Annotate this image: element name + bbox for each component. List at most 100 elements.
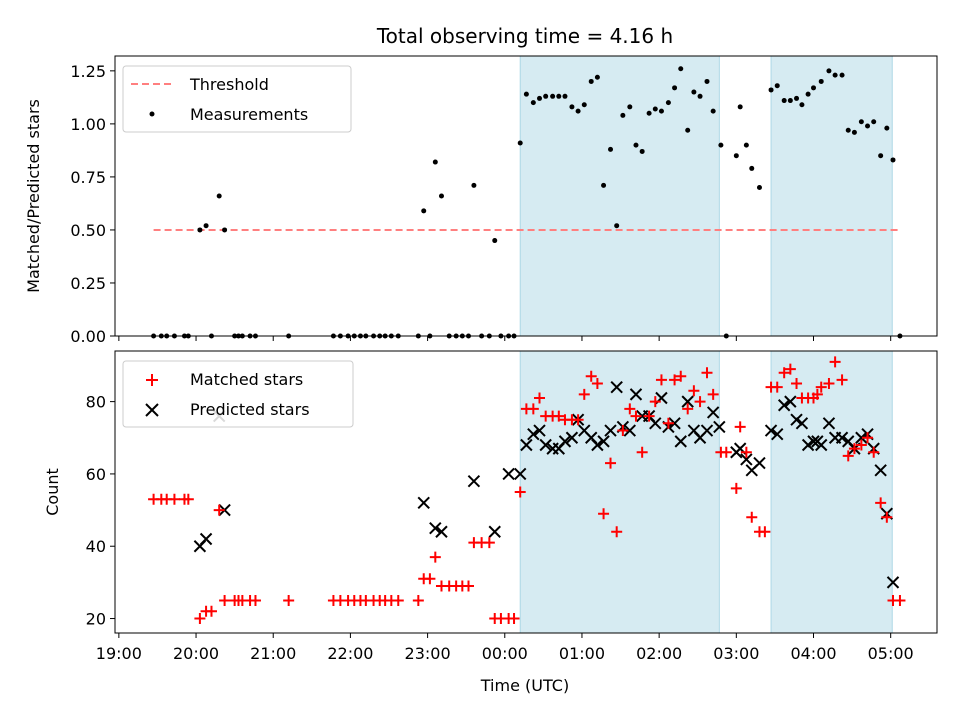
top-plot-panel: 0.00 0.25 0.50 0.75 1.00 1.25 Matched/Predict… [24, 55, 938, 346]
bottom-y-tick-label: 80 [86, 393, 106, 412]
measurement-point [471, 182, 477, 188]
bottom-legend: Matched stars Predicted stars [122, 360, 354, 428]
legend-predicted-label: Predicted stars [190, 400, 310, 419]
top-y-tick-label: 0.50 [70, 221, 106, 240]
measurement-point [594, 74, 600, 80]
measurement-point [543, 93, 549, 99]
predicted-stars-points [193, 380, 900, 589]
matched-star-point [283, 594, 295, 606]
matched-star-point [759, 526, 771, 538]
matched-star-point [249, 594, 261, 606]
matched-star-point [881, 511, 893, 523]
top-axes-frame [114, 55, 938, 337]
measurement-point [222, 227, 228, 233]
predicted-star-point [558, 435, 572, 448]
predicted-star-point [795, 417, 809, 430]
measurement-point [685, 127, 691, 133]
measurement-point [672, 85, 678, 91]
matched-star-point [655, 374, 667, 386]
measurement-point [588, 78, 594, 84]
top-legend-box [122, 65, 352, 133]
measurement-point [575, 108, 581, 114]
predicted-star-point [700, 424, 714, 437]
matched-star-point [514, 486, 526, 498]
matched-star-point [605, 457, 617, 469]
matched-star-point [707, 388, 719, 400]
matched-star-point [412, 594, 424, 606]
bottom-x-tick-label: 01:00 [559, 644, 605, 663]
measurement-point [569, 104, 575, 110]
matched-star-point [784, 363, 796, 375]
matched-star-point [771, 381, 783, 393]
measurement-point [805, 91, 811, 97]
bottom-y-tick-label: 20 [86, 610, 106, 629]
measurement-point [492, 238, 498, 244]
top-y-tick-label: 0.25 [70, 274, 106, 293]
measurement-point [432, 159, 438, 165]
top-x-ticks [118, 336, 892, 341]
matched-star-point [598, 508, 610, 520]
matched-star-point [734, 421, 746, 433]
measurement-point [216, 193, 222, 199]
predicted-star-point [539, 438, 552, 452]
bottom-shaded-interval [519, 351, 720, 633]
measurement-point [781, 98, 787, 104]
legend-matched-label: Matched stars [190, 370, 303, 389]
matched-star-point [875, 497, 887, 509]
predicted-star-point [801, 438, 815, 452]
bottom-y-tick-label: 60 [86, 465, 106, 484]
measurement-point [438, 193, 444, 199]
predicted-star-point [835, 431, 849, 444]
measurement-point [658, 108, 664, 114]
predicted-star-point [533, 424, 546, 437]
measurement-point [620, 112, 626, 118]
bottom-x-tick-label: 21:00 [250, 644, 296, 663]
top-shaded-interval [770, 56, 893, 336]
predicted-star-point [488, 525, 501, 538]
measurement-point [203, 223, 209, 229]
matched-star-point [855, 439, 867, 451]
measurement-point [818, 78, 824, 84]
measurement-point [718, 142, 724, 148]
matched-star-point [572, 414, 584, 426]
measurement-point [556, 93, 562, 99]
measurement-point [421, 208, 427, 214]
measurement-point [697, 93, 703, 99]
measurement-point [832, 72, 838, 78]
predicted-star-point [502, 467, 515, 481]
measurement-point [633, 142, 639, 148]
predicted-star-point [565, 431, 579, 444]
bottom-x-tick-label: 05:00 [868, 644, 914, 663]
bottom-x-tick-label: 23:00 [405, 644, 451, 663]
predicted-star-point [668, 417, 681, 430]
top-shaded-intervals [519, 56, 893, 336]
matched-star-point [842, 450, 854, 462]
bottom-x-tick-label: 00:00 [482, 644, 528, 663]
top-y-tick-label: 1.00 [70, 115, 106, 134]
matched-star-point [462, 580, 474, 592]
matched-star-point [791, 378, 803, 390]
matched-star-point [213, 504, 225, 516]
predicted-star-point [629, 388, 643, 401]
predicted-star-point [417, 496, 430, 510]
matched-star-point [662, 417, 674, 429]
bottom-x-tick-label: 03:00 [713, 644, 759, 663]
bottom-y-ticks: 20 40 60 80 [86, 393, 115, 629]
matched-star-point [534, 392, 546, 404]
matched-star-point [168, 493, 180, 505]
matched-star-point [508, 613, 520, 625]
bottom-x-tick-label: 22:00 [327, 644, 373, 663]
predicted-star-point [674, 435, 687, 448]
matched-star-point [778, 367, 790, 379]
predicted-star-point [713, 420, 726, 434]
top-y-tick-label: 1.25 [70, 62, 106, 81]
matched-star-point [429, 551, 441, 563]
matched-star-point [527, 403, 539, 415]
matched-star-point [483, 537, 495, 549]
measurement-point [601, 182, 607, 188]
bottom-shaded-interval [770, 351, 893, 633]
top-shaded-interval [519, 56, 720, 336]
measurement-point [774, 83, 780, 89]
chart-title: Total observing time = 4.16 h [376, 24, 673, 48]
measurement-point [665, 100, 671, 106]
